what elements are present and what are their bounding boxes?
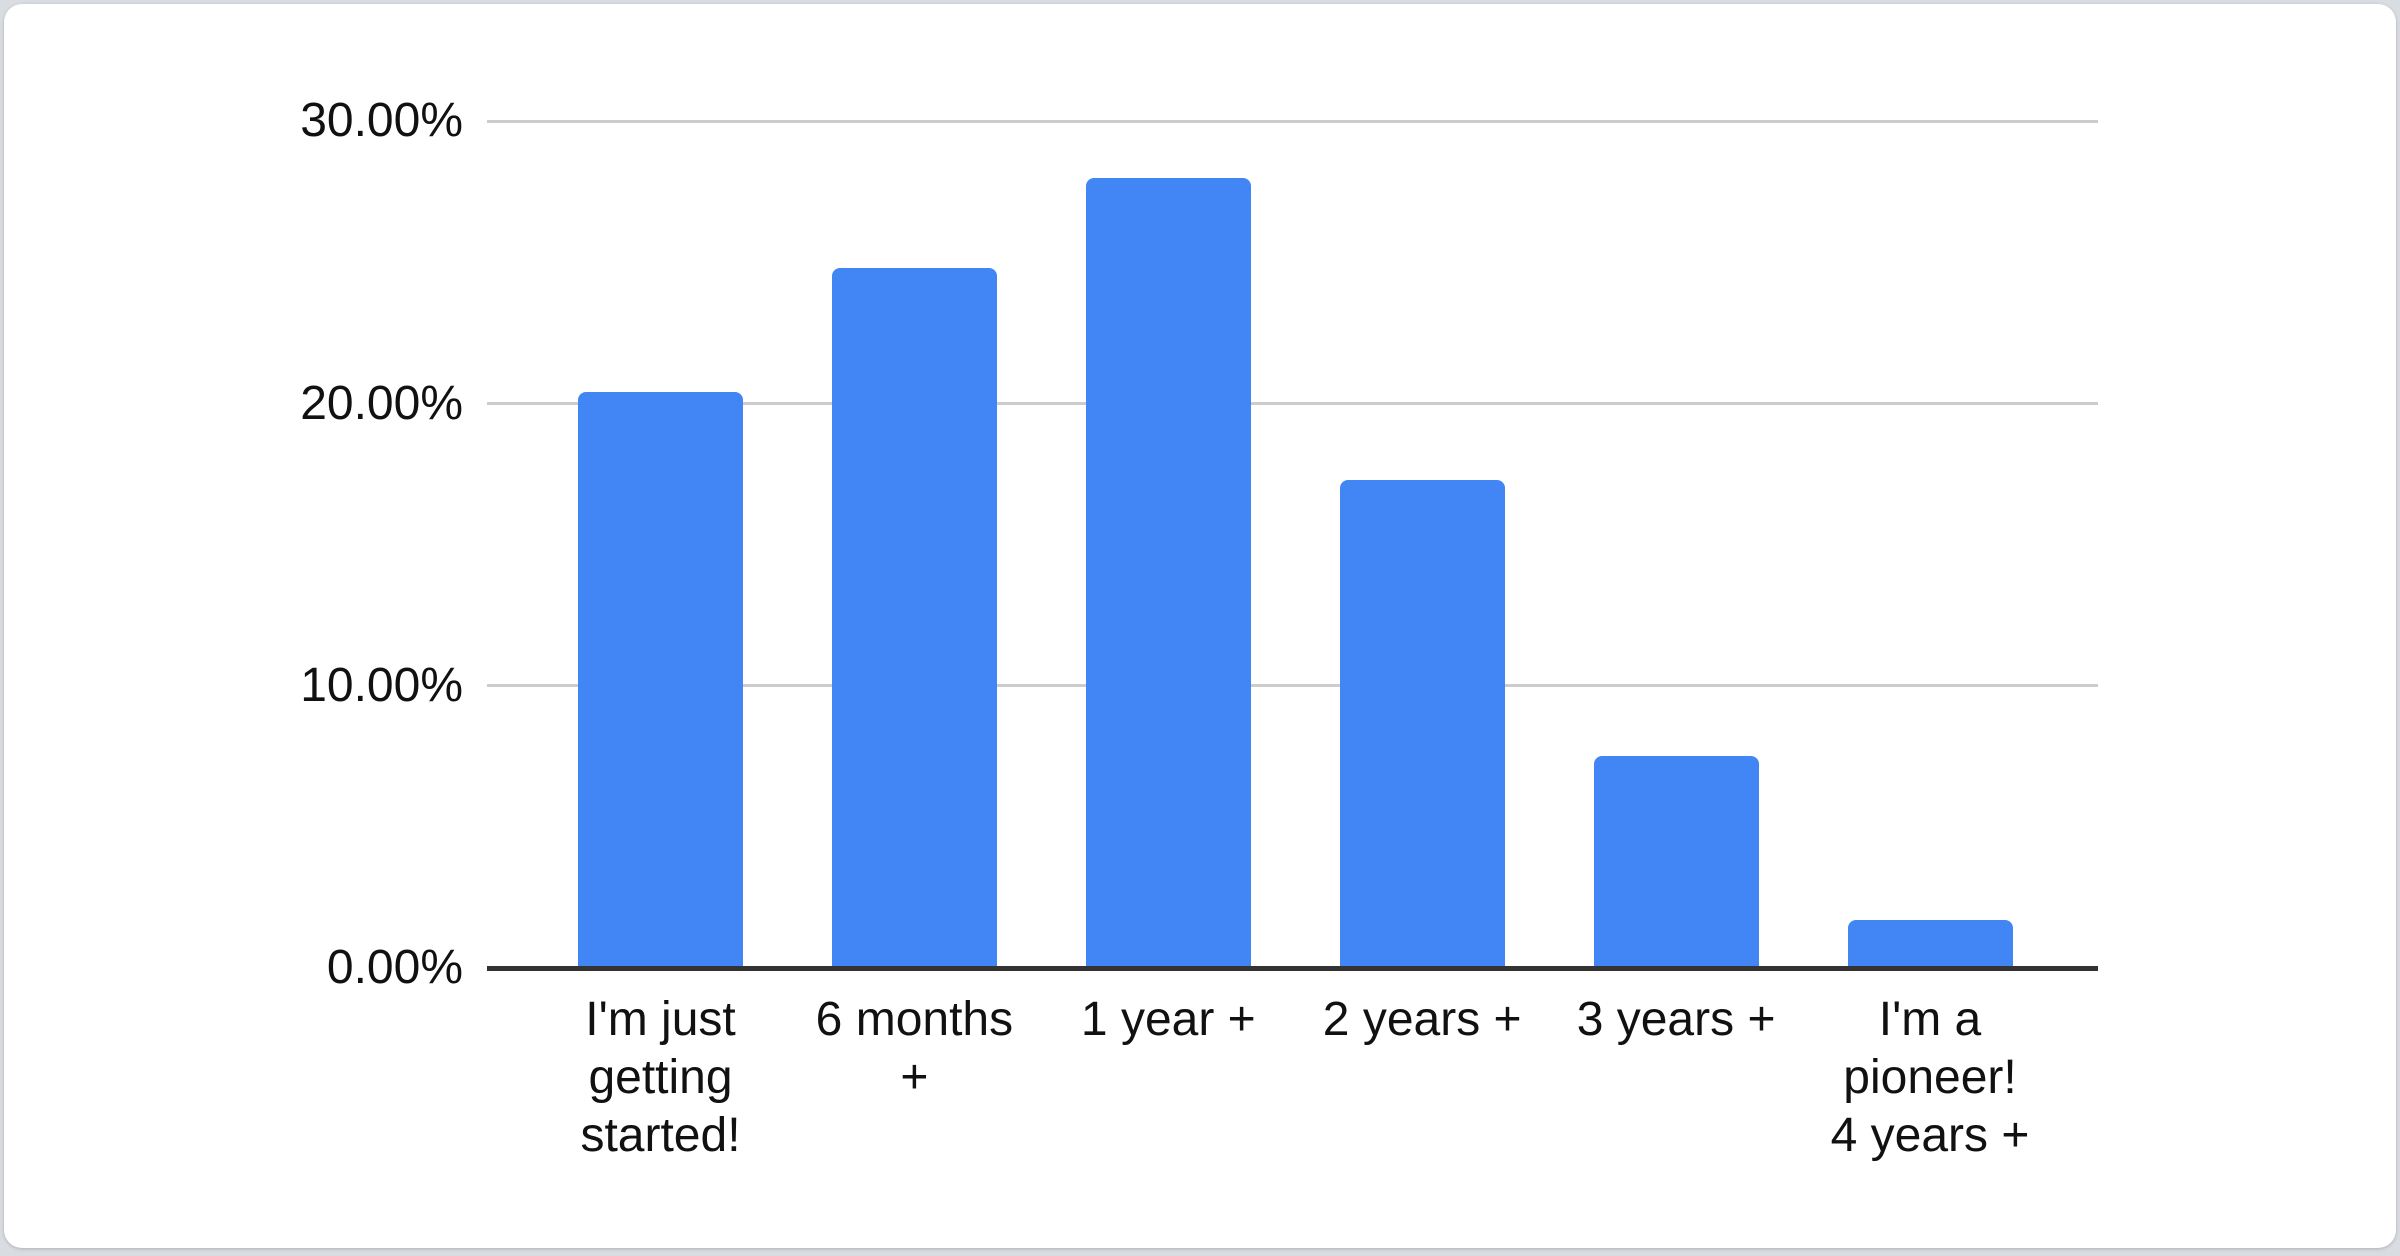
x-axis-category-label: 3 years + <box>1576 993 1776 1046</box>
bar <box>1339 479 1505 968</box>
y-axis-tick-label: 0.00% <box>326 941 463 994</box>
x-axis-category-label: 6 months + <box>815 993 1014 1104</box>
x-axis-category-label: I'm a pioneer! 4 years + <box>1830 993 2030 1162</box>
y-axis-tick-label: 30.00% <box>300 94 463 148</box>
x-axis-baseline <box>487 965 2098 971</box>
bar <box>1593 756 1759 968</box>
bar <box>1847 920 2013 968</box>
bar <box>831 268 997 968</box>
y-axis-tick-label: 20.00% <box>300 376 463 430</box>
x-axis-category-label: I'm just getting started! <box>580 993 741 1162</box>
x-axis-category-label: 1 year + <box>1080 993 1256 1046</box>
gridline <box>487 684 2098 688</box>
gridline <box>487 119 2098 123</box>
bar <box>1085 177 1251 968</box>
x-axis-category-label: 2 years + <box>1322 993 1522 1046</box>
bar <box>578 392 743 968</box>
gridline <box>487 402 2098 406</box>
y-axis-tick-label: 10.00% <box>300 658 463 712</box>
